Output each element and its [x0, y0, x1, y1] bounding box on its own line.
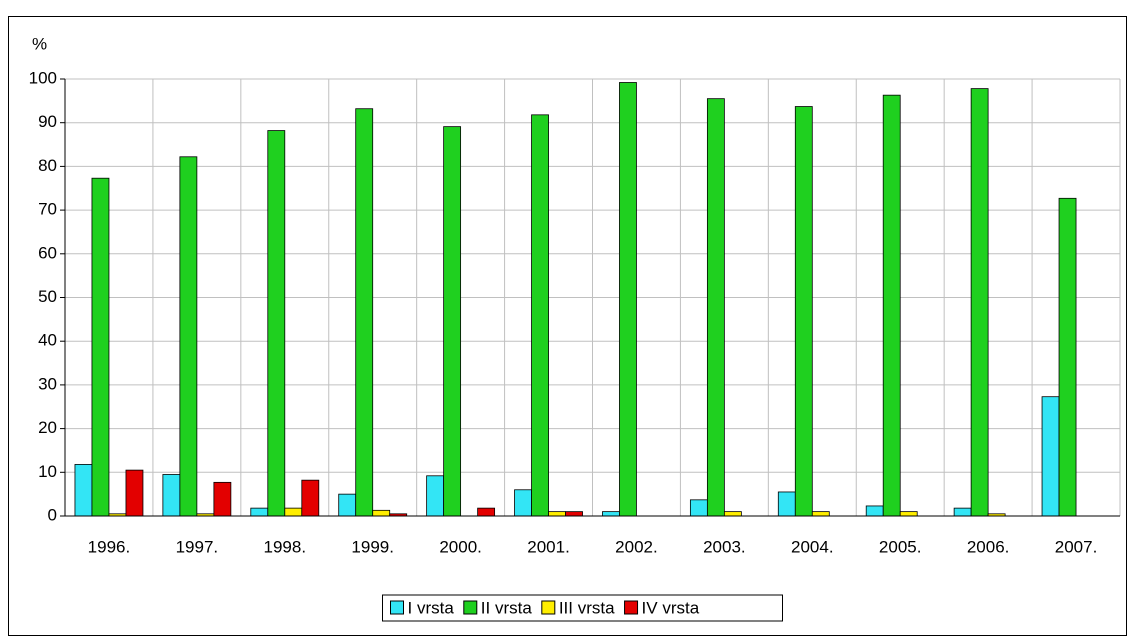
legend-swatch — [541, 600, 556, 615]
y-tick-label: 50 — [38, 287, 57, 306]
x-tick-label: 2006. — [967, 537, 1010, 556]
legend-label: III vrsta — [559, 598, 615, 617]
bar — [531, 114, 549, 517]
x-tick-label: 1996. — [88, 537, 131, 556]
x-tick-label: 2001. — [527, 537, 570, 556]
y-tick-label: 70 — [38, 200, 57, 219]
bar — [706, 98, 725, 517]
bar — [74, 464, 93, 517]
bar — [565, 511, 583, 517]
bar — [301, 479, 320, 517]
legend-swatch — [390, 600, 404, 615]
bar — [250, 507, 269, 517]
legend-swatch — [463, 600, 478, 615]
y-tick-label: 30 — [38, 374, 57, 393]
bar — [777, 491, 796, 517]
legend-label: II vrsta — [481, 598, 533, 617]
bar — [723, 511, 742, 517]
y-tick-label: 80 — [38, 156, 57, 175]
bar — [548, 511, 566, 517]
bar — [338, 493, 357, 517]
bar — [811, 511, 830, 517]
y-axis-label: % — [32, 34, 47, 53]
x-tick-label: 1997. — [176, 537, 219, 556]
x-tick-label: 2007. — [1055, 537, 1098, 556]
bar — [1041, 396, 1060, 517]
x-tick-label: 2003. — [703, 537, 746, 556]
x-tick-label: 1999. — [351, 537, 394, 556]
y-tick-label: 10 — [38, 462, 57, 481]
bar — [267, 130, 286, 517]
legend-label: IV vrsta — [642, 598, 700, 617]
x-tick-label: 1998. — [264, 537, 307, 556]
bar — [794, 106, 813, 517]
y-tick-label: 40 — [38, 331, 57, 350]
bar — [865, 505, 884, 517]
bar — [1058, 197, 1077, 517]
bar — [355, 108, 374, 517]
legend-box — [382, 594, 783, 622]
bar — [477, 507, 496, 517]
y-tick-label: 100 — [29, 68, 57, 87]
bar — [970, 88, 989, 517]
bar — [372, 509, 391, 517]
bar — [125, 469, 144, 517]
y-tick-label: 90 — [38, 112, 57, 131]
bar — [953, 507, 972, 517]
x-tick-label: 2000. — [439, 537, 482, 556]
bar — [284, 507, 303, 517]
bar — [619, 82, 637, 517]
bar — [689, 499, 708, 517]
y-tick-label: 20 — [38, 418, 57, 437]
y-tick-label: 60 — [38, 243, 57, 262]
legend-swatch — [624, 600, 639, 615]
bar — [514, 489, 532, 517]
bar — [882, 94, 901, 517]
y-tick-label: 0 — [48, 505, 57, 524]
bar — [443, 126, 462, 517]
legend-label: I vrsta — [408, 598, 455, 617]
bar — [602, 511, 620, 517]
bar — [91, 177, 110, 517]
x-tick-label: 2005. — [879, 537, 922, 556]
bar — [899, 511, 918, 517]
bar — [162, 474, 181, 517]
bar — [179, 156, 198, 517]
x-tick-label: 2004. — [791, 537, 834, 556]
bar — [213, 481, 232, 517]
bar — [426, 475, 445, 517]
x-tick-label: 2002. — [615, 537, 658, 556]
